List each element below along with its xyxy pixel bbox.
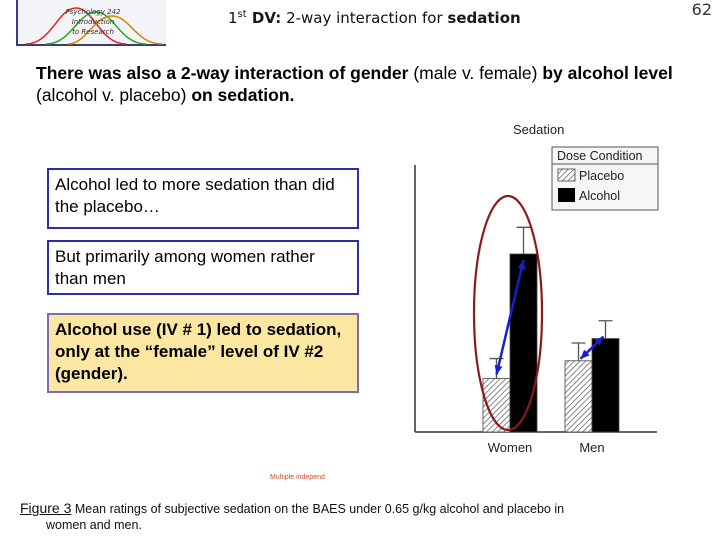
x-tick-men: Men: [579, 440, 604, 455]
legend-label-placebo: Placebo: [579, 169, 624, 183]
logo-text: Psychology 242 Introduction to Research: [65, 8, 121, 36]
change-arrows: [494, 259, 605, 375]
bar-alcohol-women: [509, 253, 538, 433]
error-bar-alcohol-women: [516, 226, 531, 254]
callout-interaction-summary: Alcohol use (IV # 1) led to sedation, on…: [47, 313, 359, 393]
bar-alcohol-men: [591, 338, 620, 433]
callout-women-vs-men: But primarily among women rather than me…: [47, 240, 359, 295]
legend-title: Dose Condition: [557, 149, 643, 163]
legend-swatch-placebo: [557, 168, 576, 182]
callout-alcohol-sedation: Alcohol led to more sedation than did th…: [47, 168, 359, 229]
sedation-bar-chart: Sedation Dose Condition Placebo Alcohol …: [395, 110, 695, 460]
page-number: 62: [691, 0, 712, 19]
chart-svg: Sedation Dose Condition Placebo Alcohol …: [414, 122, 659, 455]
small-note: Multiple independ: [270, 474, 325, 481]
figure-caption: Figure 3 Mean ratings of subjective seda…: [20, 500, 565, 532]
error-bar-alcohol-men: [598, 320, 613, 339]
error-bar-placebo-men: [571, 342, 586, 361]
x-tick-women: Women: [488, 440, 533, 455]
slide-title: 1st DV: 2-way interaction for sedation: [228, 9, 521, 27]
highlight-ellipse: [472, 194, 544, 432]
logo-graphic: [16, 0, 166, 46]
legend: Dose Condition Placebo Alcohol: [551, 146, 659, 211]
course-logo: Psychology 242 Introduction to Research: [16, 0, 166, 46]
arrow-men: [579, 335, 605, 360]
bar-placebo-men: [564, 360, 593, 433]
legend-label-alcohol: Alcohol: [579, 189, 620, 203]
intro-text: There was also a 2-way interaction of ge…: [36, 63, 673, 105]
y-axis-label: Sedation: [513, 122, 564, 137]
legend-swatch-alcohol: [558, 188, 575, 202]
arrow-women: [494, 259, 526, 375]
figure-label: Figure 3: [20, 500, 72, 516]
